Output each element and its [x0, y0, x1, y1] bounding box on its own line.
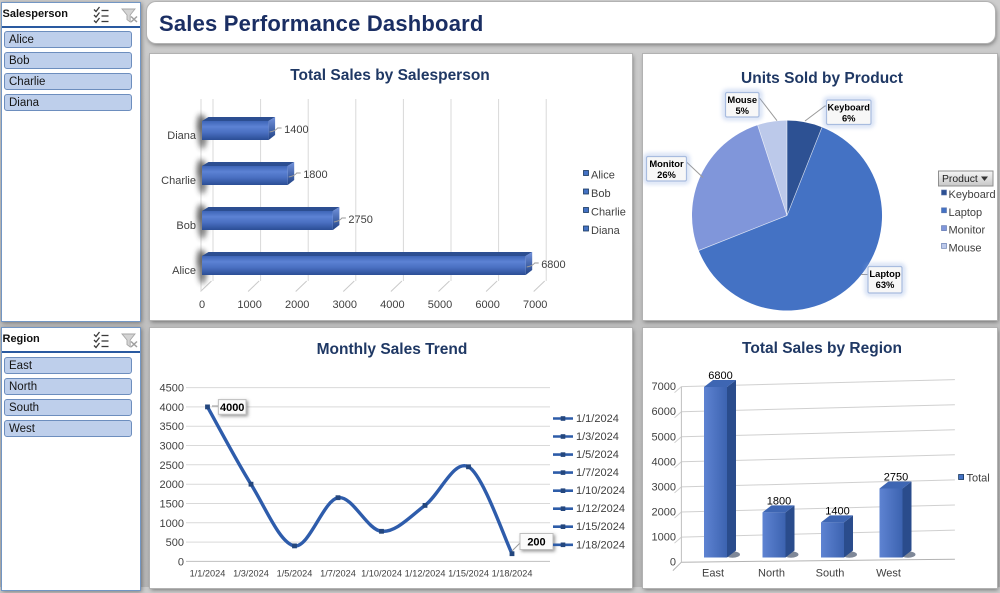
svg-text:3000: 3000 [652, 481, 676, 493]
svg-text:3000: 3000 [333, 299, 357, 311]
svg-text:5000: 5000 [652, 431, 676, 443]
svg-text:1/7/2024: 1/7/2024 [320, 569, 356, 579]
svg-text:200: 200 [527, 537, 545, 549]
svg-text:1/12/2024: 1/12/2024 [405, 569, 446, 579]
svg-text:1000: 1000 [652, 532, 676, 544]
svg-text:0: 0 [670, 557, 676, 569]
svg-text:1/18/2024: 1/18/2024 [492, 569, 533, 579]
svg-text:2750: 2750 [884, 472, 908, 484]
svg-text:2000: 2000 [652, 507, 676, 519]
svg-text:Product: Product [942, 174, 978, 185]
svg-text:2000: 2000 [160, 479, 184, 491]
svg-text:6800: 6800 [541, 259, 565, 271]
svg-text:4500: 4500 [160, 383, 184, 395]
svg-text:1/18/2024: 1/18/2024 [576, 539, 625, 551]
svg-text:West: West [876, 568, 901, 580]
svg-text:1400: 1400 [284, 124, 308, 136]
svg-text:3000: 3000 [160, 441, 184, 453]
svg-text:1/5/2024: 1/5/2024 [576, 449, 619, 461]
svg-text:1/15/2024: 1/15/2024 [448, 569, 489, 579]
svg-text:Charlie: Charlie [161, 175, 196, 187]
svg-text:4000: 4000 [220, 402, 244, 414]
svg-text:0: 0 [178, 556, 184, 568]
svg-text:500: 500 [166, 537, 184, 549]
svg-text:7000: 7000 [523, 299, 547, 311]
svg-text:3500: 3500 [160, 421, 184, 433]
svg-text:4000: 4000 [160, 402, 184, 414]
svg-text:Diana: Diana [591, 225, 621, 237]
svg-text:Total Sales by Salesperson: Total Sales by Salesperson [290, 67, 490, 84]
svg-text:2500: 2500 [160, 460, 184, 472]
svg-text:1800: 1800 [767, 495, 791, 507]
svg-text:1500: 1500 [160, 499, 184, 511]
svg-text:Monitor: Monitor [949, 225, 986, 237]
svg-text:Monitor: Monitor [649, 158, 684, 169]
svg-text:Charlie: Charlie [591, 207, 626, 219]
svg-text:2000: 2000 [285, 299, 309, 311]
svg-text:Laptop: Laptop [869, 268, 901, 279]
svg-text:2750: 2750 [348, 214, 372, 226]
svg-text:5%: 5% [735, 105, 749, 116]
svg-text:South: South [816, 568, 845, 580]
svg-text:1/1/2024: 1/1/2024 [190, 569, 226, 579]
svg-text:0: 0 [199, 299, 205, 311]
svg-text:1/15/2024: 1/15/2024 [576, 521, 625, 533]
svg-text:Mouse: Mouse [727, 94, 757, 105]
svg-text:1/10/2024: 1/10/2024 [576, 485, 625, 497]
svg-text:1800: 1800 [303, 169, 327, 181]
svg-text:1400: 1400 [825, 505, 849, 517]
svg-text:Mouse: Mouse [949, 242, 982, 254]
svg-text:7000: 7000 [652, 381, 676, 393]
svg-text:1000: 1000 [237, 299, 261, 311]
svg-text:Total: Total [967, 473, 990, 485]
svg-text:1/3/2024: 1/3/2024 [576, 431, 619, 443]
svg-text:Units Sold by Product: Units Sold by Product [741, 70, 903, 87]
svg-text:4000: 4000 [652, 456, 676, 468]
svg-text:6%: 6% [842, 113, 856, 124]
svg-text:East: East [702, 568, 724, 580]
svg-text:1/12/2024: 1/12/2024 [576, 503, 625, 515]
svg-text:5000: 5000 [428, 299, 452, 311]
svg-text:Bob: Bob [176, 220, 196, 232]
svg-text:Keyboard: Keyboard [828, 103, 870, 113]
svg-text:1000: 1000 [160, 518, 184, 530]
svg-text:Total Sales by Region: Total Sales by Region [742, 340, 902, 357]
svg-text:North: North [758, 568, 785, 580]
svg-text:Monthly Sales Trend: Monthly Sales Trend [317, 341, 468, 358]
svg-text:26%: 26% [657, 169, 676, 180]
svg-text:Laptop: Laptop [949, 207, 983, 219]
svg-text:6800: 6800 [708, 370, 732, 382]
svg-text:4000: 4000 [380, 299, 404, 311]
svg-text:1/3/2024: 1/3/2024 [233, 569, 269, 579]
svg-text:Diana: Diana [167, 130, 197, 142]
svg-text:1/1/2024: 1/1/2024 [576, 413, 619, 425]
svg-text:1/10/2024: 1/10/2024 [361, 569, 402, 579]
svg-text:Alice: Alice [591, 170, 615, 182]
svg-text:1/7/2024: 1/7/2024 [576, 467, 619, 479]
svg-text:63%: 63% [876, 279, 895, 290]
svg-text:6000: 6000 [475, 299, 499, 311]
svg-text:1/5/2024: 1/5/2024 [277, 569, 313, 579]
svg-text:Bob: Bob [591, 188, 611, 200]
svg-text:Keyboard: Keyboard [949, 189, 996, 201]
svg-text:6000: 6000 [652, 406, 676, 418]
svg-text:Alice: Alice [172, 265, 196, 277]
